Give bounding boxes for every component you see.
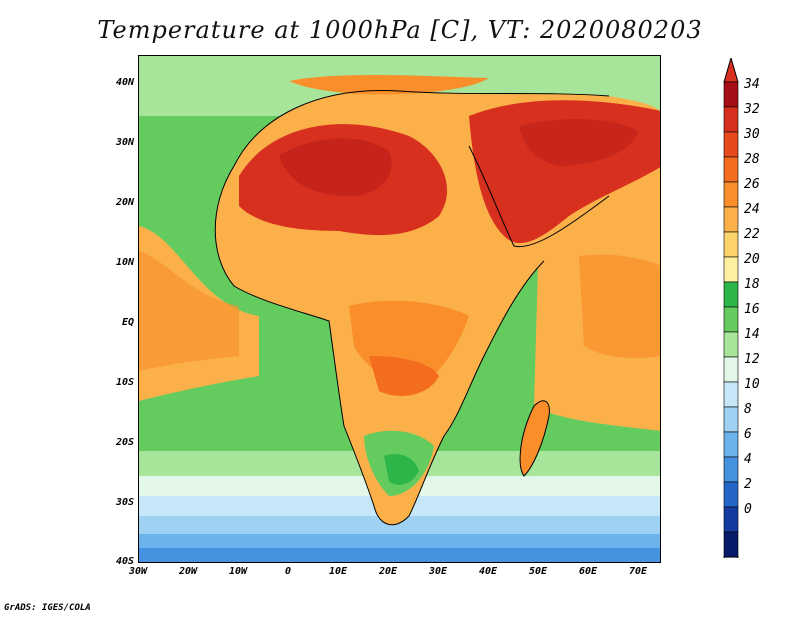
lat-label-30n: 30N — [115, 137, 134, 148]
colorbar-label-14: 14 — [744, 327, 760, 342]
colorbar-segment — [723, 81, 739, 108]
lon-label-30w: 30W — [128, 566, 148, 577]
colorbar-segment — [723, 231, 739, 258]
lon-label-20w: 20W — [178, 566, 198, 577]
lat-label-40n: 40N — [115, 77, 134, 88]
colorbar-segment — [723, 406, 739, 433]
colorbar-label-28: 28 — [744, 152, 760, 167]
colorbar-segment — [723, 456, 739, 483]
lon-label-40e: 40E — [478, 566, 498, 577]
temperature-field — [139, 56, 660, 562]
colorbar-label-4: 4 — [744, 452, 752, 467]
lon-label-50e: 50E — [528, 566, 548, 577]
colorbar-label-20: 20 — [744, 252, 760, 267]
colorbar-label-6: 6 — [744, 427, 752, 442]
colorbar-label-16: 16 — [744, 302, 760, 317]
colorbar-segment — [723, 281, 739, 308]
colorbar-label-8: 8 — [744, 402, 752, 417]
lat-label-20s: 20S — [115, 437, 134, 448]
colorbar-segment — [723, 481, 739, 508]
colorbar-segment — [723, 256, 739, 283]
lon-label-70e: 70E — [628, 566, 648, 577]
colorbar-segment — [723, 306, 739, 333]
lat-label-10n: 10N — [115, 257, 134, 268]
lon-label-10w: 10W — [228, 566, 248, 577]
colorbar-segment — [723, 506, 739, 533]
colorbar-segment — [723, 206, 739, 233]
colorbar-segment — [723, 356, 739, 383]
grads-credit: GrADS: IGES/COLA — [4, 603, 91, 613]
colorbar-over-triangle — [723, 58, 739, 83]
colorbar-segment — [723, 181, 739, 208]
lon-label-0: 0 — [284, 566, 292, 577]
colorbar-label-18: 18 — [744, 277, 760, 292]
colorbar-label-2: 2 — [744, 477, 752, 492]
colorbar-segment — [723, 106, 739, 133]
colorbar-segment — [723, 131, 739, 158]
colorbar-segment — [723, 331, 739, 358]
lon-label-60e: 60E — [578, 566, 598, 577]
lon-label-10e: 10E — [328, 566, 348, 577]
colorbar-segment — [723, 531, 739, 558]
lat-label-eq: EQ — [121, 317, 134, 328]
lon-label-30e: 30E — [428, 566, 448, 577]
colorbar-label-24: 24 — [744, 202, 760, 217]
lat-label-20n: 20N — [115, 197, 134, 208]
colorbar — [723, 58, 739, 558]
lon-label-20e: 20E — [378, 566, 398, 577]
colorbar-label-26: 26 — [744, 177, 760, 192]
colorbar-label-0: 0 — [744, 502, 752, 517]
map-title: Temperature at 1000hPa [C], VT: 20200802… — [97, 16, 703, 44]
colorbar-label-32: 32 — [744, 102, 760, 117]
colorbar-segment — [723, 381, 739, 408]
colorbar-label-30: 30 — [744, 127, 760, 142]
colorbar-label-12: 12 — [744, 352, 760, 367]
lat-label-30s: 30S — [115, 497, 134, 508]
colorbar-segment — [723, 431, 739, 458]
lat-label-10s: 10S — [115, 377, 134, 388]
colorbar-under-triangle — [723, 556, 739, 558]
colorbar-label-34: 34 — [744, 77, 760, 92]
colorbar-segment — [723, 156, 739, 183]
colorbar-label-10: 10 — [744, 377, 760, 392]
lat-label-40s: 40S — [115, 556, 134, 567]
temperature-map — [138, 55, 661, 563]
colorbar-label-22: 22 — [744, 227, 760, 242]
